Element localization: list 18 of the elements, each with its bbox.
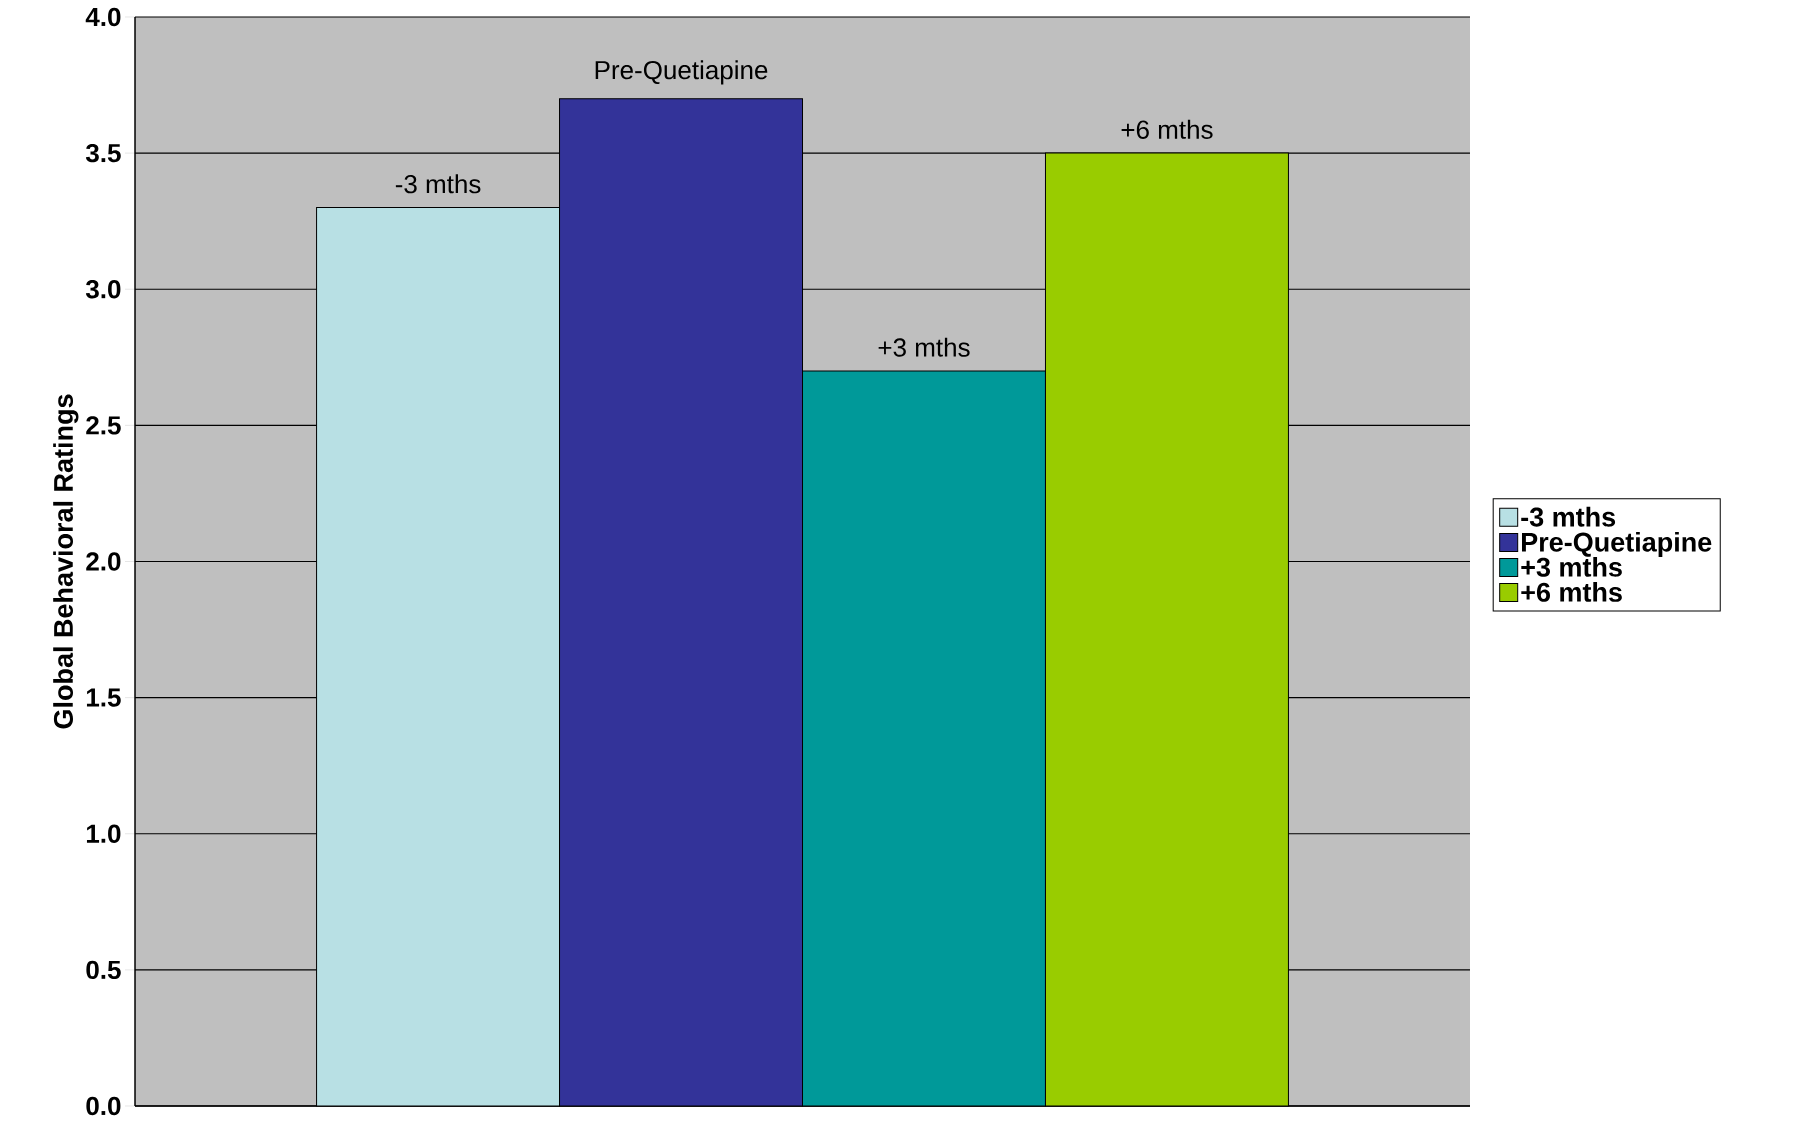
y-tick-label: 2.5 xyxy=(86,416,121,435)
annotation: +3 mths xyxy=(878,337,970,357)
y-tick-label: 1.0 xyxy=(86,824,121,843)
y-tick-label: 4.0 xyxy=(85,7,121,27)
y-tick-label: 1.5 xyxy=(86,688,121,707)
legend-label: +6 mths xyxy=(1521,582,1622,602)
legend-label: -3 mths xyxy=(1521,506,1616,527)
y-tick-label: 0.0 xyxy=(86,1096,121,1116)
y-tick-label: 3.5 xyxy=(85,143,121,163)
y-tick-label: 0.5 xyxy=(86,960,121,980)
legend-label: Pre-Quetiapine xyxy=(1522,531,1712,558)
y-axis-title: Global Behavioral Ratings xyxy=(53,394,79,729)
y-tick-label: 3.0 xyxy=(85,280,121,299)
annotation: -3 mths xyxy=(395,174,481,194)
annotation: +6 mths xyxy=(1121,119,1213,139)
legend-label: +3 mths xyxy=(1521,556,1622,577)
annotation: Pre-Quetiapine xyxy=(595,60,768,85)
y-tick-label: 2.0 xyxy=(86,552,121,571)
